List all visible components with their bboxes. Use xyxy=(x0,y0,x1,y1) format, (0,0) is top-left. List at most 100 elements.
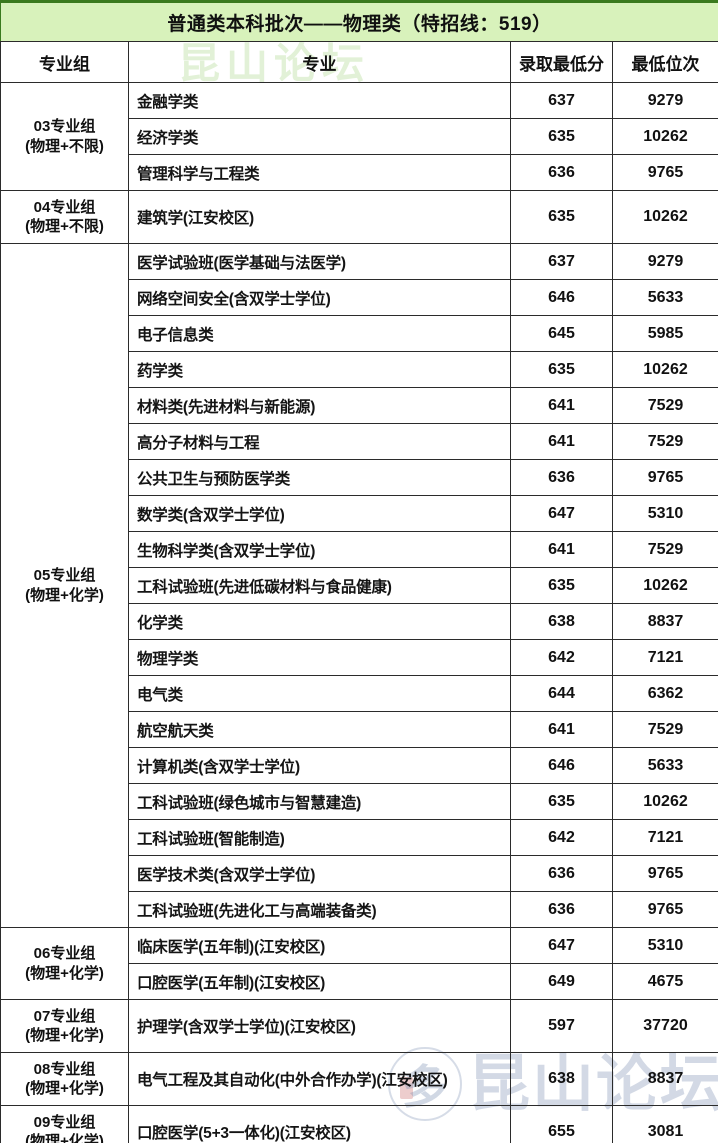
major-name-cell: 临床医学(五年制)(江安校区) xyxy=(128,927,511,964)
table-row: 数学类(含双学士学位) 647 5310 xyxy=(1,495,718,532)
major-name-cell: 公共卫生与预防医学类 xyxy=(128,459,511,496)
min-score-cell: 638 xyxy=(510,603,613,640)
major-name-cell: 高分子材料与工程 xyxy=(128,423,511,460)
min-score-cell: 635 xyxy=(510,190,613,244)
min-rank-cell: 5633 xyxy=(611,747,718,784)
table-row: 药学类 635 10262 xyxy=(1,351,718,388)
table-row: 化学类 638 8837 xyxy=(1,603,718,640)
table-row: 计算机类(含双学士学位) 646 5633 xyxy=(1,747,718,784)
major-name-cell: 建筑学(江安校区) xyxy=(128,190,511,244)
major-name-cell: 电气工程及其自动化(中外合作办学)(江安校区) xyxy=(128,1052,511,1106)
column-header-score: 录取最低分 xyxy=(510,41,613,83)
major-group-name: 09专业组 xyxy=(33,1113,96,1131)
table-row: 05专业组 (物理+化学) 医学试验班(医学基础与法医学) 637 9279 xyxy=(0,243,718,928)
min-rank-cell: 5310 xyxy=(611,927,718,964)
table-row: 工科试验班(绿色城市与智慧建造) 635 10262 xyxy=(1,783,718,820)
major-name-cell: 医学技术类(含双学士学位) xyxy=(128,855,511,892)
table-header-row: 专业组 专业 录取最低分 最低位次 xyxy=(0,41,718,83)
min-score-cell: 646 xyxy=(510,279,613,316)
major-group-name: 08专业组 xyxy=(33,1060,96,1078)
min-rank-cell: 9279 xyxy=(611,82,718,119)
min-rank-cell: 7529 xyxy=(611,531,718,568)
min-score-cell: 641 xyxy=(510,423,613,460)
min-rank-cell: 7529 xyxy=(611,423,718,460)
table-title-row: 普通类本科批次——物理类（特招线：519） xyxy=(0,0,718,42)
major-group-subject: (物理+化学) xyxy=(25,1133,104,1143)
table-row: 高分子材料与工程 641 7529 xyxy=(1,423,718,460)
major-group-cell: 07专业组 (物理+化学) xyxy=(0,999,129,1053)
min-score-cell: 647 xyxy=(510,927,613,964)
major-name-cell: 网络空间安全(含双学士学位) xyxy=(128,279,511,316)
major-name-cell: 药学类 xyxy=(128,351,511,388)
table-row: 09专业组 (物理+化学) 口腔医学(5+3一体化)(江安校区) 655 3081 xyxy=(0,1105,718,1143)
major-group-cell: 06专业组 (物理+化学) xyxy=(0,927,129,1000)
major-name-cell: 航空航天类 xyxy=(128,711,511,748)
min-rank-cell: 7529 xyxy=(611,711,718,748)
major-group-subject: (物理+化学) xyxy=(25,586,104,604)
min-rank-cell: 10262 xyxy=(611,783,718,820)
min-rank-cell: 7529 xyxy=(611,387,718,424)
table-row: 电子信息类 645 5985 xyxy=(1,315,718,352)
major-name-cell: 数学类(含双学士学位) xyxy=(128,495,511,532)
min-score-cell: 646 xyxy=(510,747,613,784)
major-group-cell: 05专业组 (物理+化学) xyxy=(0,243,129,928)
min-score-cell: 655 xyxy=(510,1105,613,1143)
min-score-cell: 636 xyxy=(510,891,613,928)
min-rank-cell: 7121 xyxy=(611,819,718,856)
min-rank-cell: 5633 xyxy=(611,279,718,316)
major-name-cell: 工科试验班(先进化工与高端装备类) xyxy=(128,891,511,928)
major-name-cell: 护理学(含双学士学位)(江安校区) xyxy=(128,999,511,1053)
min-rank-cell: 10262 xyxy=(611,351,718,388)
min-rank-cell: 8837 xyxy=(611,1052,718,1106)
min-rank-cell: 9765 xyxy=(611,459,718,496)
table-row: 口腔医学(五年制)(江安校区) 649 4675 xyxy=(1,963,718,1000)
min-rank-cell: 7121 xyxy=(611,639,718,676)
min-score-cell: 635 xyxy=(510,567,613,604)
major-group-subject: (物理+化学) xyxy=(25,964,104,982)
min-score-cell: 645 xyxy=(510,315,613,352)
table-row: 07专业组 (物理+化学) 护理学(含双学士学位)(江安校区) 597 37720 xyxy=(0,999,718,1053)
table-row: 公共卫生与预防医学类 636 9765 xyxy=(1,459,718,496)
major-name-cell: 金融学类 xyxy=(128,82,511,119)
major-name-cell: 工科试验班(绿色城市与智慧建造) xyxy=(128,783,511,820)
min-score-cell: 642 xyxy=(510,819,613,856)
min-score-cell: 637 xyxy=(510,243,613,280)
min-score-cell: 636 xyxy=(510,154,613,191)
major-group-subject: (物理+不限) xyxy=(25,218,104,235)
min-score-cell: 635 xyxy=(510,783,613,820)
major-name-cell: 工科试验班(先进低碳材料与食品健康) xyxy=(128,567,511,604)
min-rank-cell: 3081 xyxy=(611,1105,718,1143)
column-header-group: 专业组 xyxy=(0,41,129,83)
min-score-cell: 641 xyxy=(510,711,613,748)
major-name-cell: 电气类 xyxy=(128,675,511,712)
min-score-cell: 637 xyxy=(510,82,613,119)
major-group-name: 04专业组 xyxy=(33,198,96,216)
min-rank-cell: 10262 xyxy=(611,567,718,604)
min-score-cell: 641 xyxy=(510,531,613,568)
table-row: 经济学类 635 10262 xyxy=(1,118,718,155)
table-row: 物理学类 642 7121 xyxy=(1,639,718,676)
major-group-name: 03专业组 xyxy=(33,118,96,136)
table-row: 航空航天类 641 7529 xyxy=(1,711,718,748)
major-name-cell: 经济学类 xyxy=(128,118,511,155)
min-rank-cell: 5985 xyxy=(611,315,718,352)
min-score-cell: 641 xyxy=(510,387,613,424)
min-score-cell: 635 xyxy=(510,118,613,155)
min-score-cell: 649 xyxy=(510,963,613,1000)
table-row: 生物科学类(含双学士学位) 641 7529 xyxy=(1,531,718,568)
min-score-cell: 647 xyxy=(510,495,613,532)
table-row: 04专业组 (物理+不限) 建筑学(江安校区) 635 10262 xyxy=(0,190,718,244)
min-score-cell: 642 xyxy=(510,639,613,676)
major-name-cell: 管理科学与工程类 xyxy=(128,154,511,191)
major-name-cell: 生物科学类(含双学士学位) xyxy=(128,531,511,568)
table-row: 医学技术类(含双学士学位) 636 9765 xyxy=(1,855,718,892)
major-name-cell: 口腔医学(5+3一体化)(江安校区) xyxy=(128,1105,511,1143)
column-header-rank: 最低位次 xyxy=(611,41,718,83)
min-rank-cell: 9765 xyxy=(611,855,718,892)
major-group-subject: (物理+化学) xyxy=(25,1080,104,1097)
major-group-cell: 04专业组 (物理+不限) xyxy=(0,190,129,244)
min-score-cell: 636 xyxy=(510,855,613,892)
min-rank-cell: 9279 xyxy=(611,243,718,280)
